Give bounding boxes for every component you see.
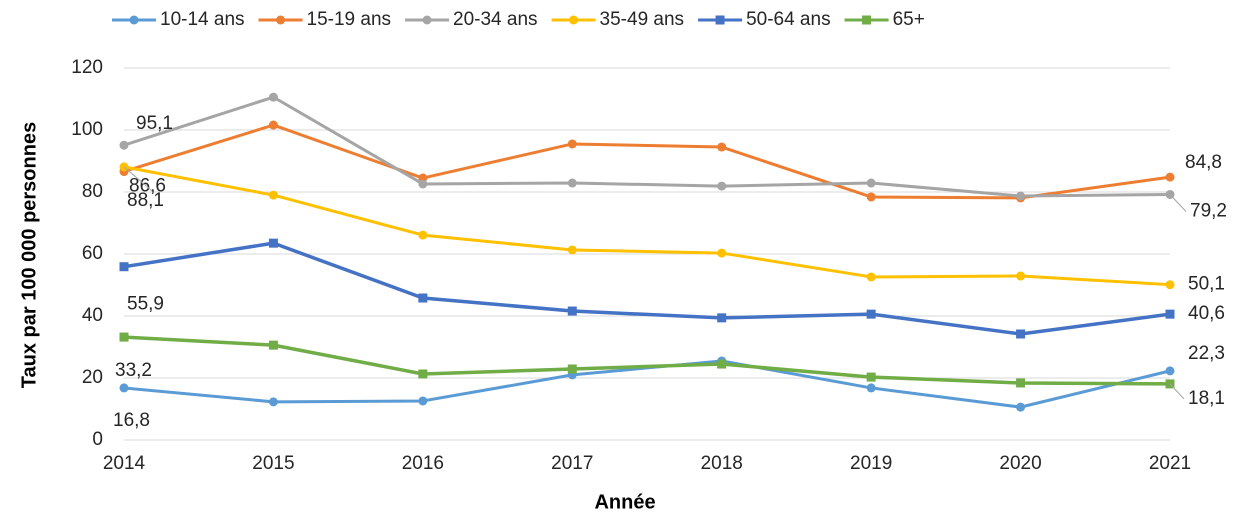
data-point <box>268 397 278 407</box>
data-point <box>866 272 876 282</box>
data-point <box>418 179 428 189</box>
data-point <box>866 372 876 382</box>
data-point <box>268 190 278 200</box>
data-point <box>717 359 727 369</box>
data-point <box>717 248 727 258</box>
x-tick-label: 2020 <box>999 453 1041 474</box>
data-point <box>1016 378 1026 388</box>
data-point <box>1016 191 1026 201</box>
data-label: 84,8 <box>1185 152 1222 173</box>
legend-label: 35-49 ans <box>600 9 685 30</box>
data-label: 86,6 <box>129 176 166 197</box>
data-label: 55,9 <box>127 294 164 315</box>
data-point <box>1016 329 1026 339</box>
data-label: 79,2 <box>1190 200 1227 221</box>
data-point <box>418 230 428 240</box>
y-axis-title: Taux par 100 000 personnes <box>18 122 40 388</box>
leader-line <box>123 133 162 146</box>
data-point <box>119 262 129 272</box>
legend-label: 15-19 ans <box>307 9 392 30</box>
data-point <box>418 396 428 406</box>
legend-label: 10-14 ans <box>160 9 245 30</box>
legend-marker <box>862 15 872 25</box>
data-point <box>717 142 727 152</box>
legend-marker <box>569 15 579 25</box>
legend-label: 20-34 ans <box>453 9 538 30</box>
data-point <box>567 178 577 188</box>
x-tick-label: 2015 <box>252 453 294 474</box>
data-point <box>567 364 577 374</box>
data-point <box>1165 366 1175 376</box>
data-label: 95,1 <box>136 113 173 134</box>
data-point <box>717 313 727 323</box>
leader-line <box>1169 194 1187 212</box>
data-point <box>119 383 129 393</box>
x-tick-label: 2019 <box>850 453 892 474</box>
data-point <box>1165 280 1175 290</box>
data-label: 50,1 <box>1188 274 1225 295</box>
series-line <box>123 241 1171 336</box>
data-point <box>866 178 876 188</box>
data-point <box>418 369 428 379</box>
data-label: 18,1 <box>1188 388 1225 409</box>
series-line <box>123 335 1171 386</box>
data-point <box>717 181 727 191</box>
x-tick-label: 2014 <box>103 453 146 474</box>
data-point <box>866 192 876 202</box>
y-tick-label: 60 <box>82 243 103 264</box>
series-line <box>123 165 1171 287</box>
data-point <box>567 245 577 255</box>
data-label: 40,6 <box>1188 303 1225 324</box>
data-point <box>567 139 577 149</box>
legend-marker <box>276 15 286 25</box>
x-tick-label: 2017 <box>551 453 593 474</box>
data-point <box>1165 172 1175 182</box>
data-label: 88,1 <box>127 190 164 211</box>
data-label: 22,3 <box>1188 343 1225 364</box>
data-point <box>866 309 876 319</box>
x-tick-label: 2016 <box>402 453 444 474</box>
data-point <box>268 340 278 350</box>
legend-label: 65+ <box>893 9 925 30</box>
data-label: 16,8 <box>113 410 150 431</box>
leader-line <box>1169 383 1185 400</box>
y-tick-label: 40 <box>82 305 103 326</box>
data-point <box>567 306 577 316</box>
y-tick-label: 120 <box>71 57 103 78</box>
data-point <box>418 293 428 303</box>
data-point <box>268 238 278 248</box>
data-point <box>119 332 129 342</box>
data-point <box>268 92 278 102</box>
legend-label: 50-64 ans <box>746 9 831 30</box>
data-point <box>866 383 876 393</box>
legend-marker <box>422 15 432 25</box>
data-point <box>1165 309 1175 319</box>
legend-marker <box>129 15 139 25</box>
data-label: 33,2 <box>115 360 152 381</box>
x-axis-title: Année <box>594 491 655 513</box>
y-tick-label: 0 <box>92 429 103 450</box>
data-point <box>1016 271 1026 281</box>
y-tick-label: 20 <box>82 367 103 388</box>
x-tick-label: 2018 <box>701 453 743 474</box>
y-tick-label: 80 <box>82 181 103 202</box>
leader-line <box>123 166 153 192</box>
y-tick-label: 100 <box>71 119 103 140</box>
x-tick-label: 2021 <box>1149 453 1191 474</box>
series-line <box>123 123 1171 200</box>
legend-marker <box>715 15 725 25</box>
data-point <box>1016 402 1026 412</box>
data-point <box>268 120 278 130</box>
series-line <box>123 95 1171 198</box>
